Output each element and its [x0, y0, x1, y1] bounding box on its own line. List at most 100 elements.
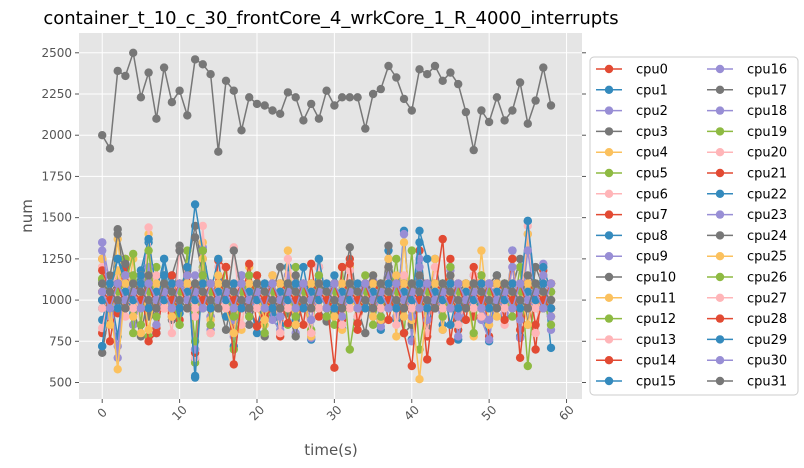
legend-label: cpu31 — [747, 375, 787, 390]
data-point — [136, 328, 146, 338]
data-point — [546, 312, 556, 321]
data-point — [175, 304, 184, 313]
x-tick-label: 20 — [247, 403, 268, 424]
data-point — [322, 279, 331, 288]
data-point — [423, 355, 432, 364]
data-point — [546, 295, 556, 305]
data-point — [198, 287, 207, 296]
data-point — [245, 304, 254, 313]
legend-marker — [715, 335, 725, 344]
data-point — [361, 279, 370, 288]
data-point — [454, 320, 463, 329]
x-tick-label: 40 — [401, 403, 422, 424]
data-point — [237, 295, 246, 305]
data-point — [515, 353, 525, 362]
data-point — [221, 295, 231, 305]
data-point — [415, 279, 424, 288]
data-point — [129, 271, 138, 280]
data-point — [307, 328, 316, 338]
legend-marker — [715, 106, 725, 115]
data-point — [368, 271, 378, 280]
x-tick-label: 30 — [324, 403, 345, 424]
data-point — [523, 246, 532, 255]
data-point — [152, 328, 161, 338]
data-point — [190, 271, 200, 280]
x-tick-label: 0 — [95, 405, 110, 420]
data-point — [98, 295, 107, 305]
data-point — [113, 66, 122, 76]
data-point — [136, 93, 146, 102]
data-point — [392, 271, 401, 280]
data-point — [245, 93, 254, 102]
data-point — [531, 304, 540, 313]
legend-marker — [604, 64, 614, 74]
legend-marker — [715, 376, 725, 386]
data-point — [276, 328, 285, 338]
data-point — [531, 328, 540, 338]
data-point — [314, 262, 324, 272]
data-point — [252, 328, 262, 338]
legend-label: cpu21 — [747, 167, 787, 182]
data-point — [98, 238, 107, 247]
data-point — [454, 312, 463, 321]
data-point — [136, 320, 146, 329]
data-point — [546, 101, 556, 110]
data-point — [245, 259, 254, 268]
data-point — [105, 287, 115, 296]
data-point — [283, 279, 293, 288]
data-point — [345, 266, 354, 275]
data-point — [152, 279, 161, 288]
data-point — [314, 254, 324, 264]
legend-item: cpu9 — [596, 250, 668, 265]
data-point — [276, 262, 285, 272]
data-point — [361, 304, 370, 313]
legend-label: cpu6 — [636, 187, 668, 202]
data-point — [415, 262, 424, 272]
legend-marker — [715, 168, 725, 178]
data-point — [384, 279, 393, 288]
data-point — [492, 304, 502, 313]
data-point — [539, 262, 548, 272]
data-point — [508, 312, 517, 321]
data-point — [167, 304, 177, 313]
data-point — [415, 287, 424, 296]
legend-marker — [715, 210, 725, 219]
legend-marker — [604, 356, 614, 365]
legend-item: cpu23 — [707, 208, 787, 223]
x-axis-label: time(s) — [304, 441, 357, 459]
legend-item: cpu30 — [707, 354, 787, 369]
data-point — [245, 271, 254, 280]
data-point — [376, 279, 385, 288]
legend-marker — [604, 106, 614, 115]
data-point — [446, 68, 455, 77]
legend-marker — [604, 231, 614, 240]
data-point — [159, 63, 169, 72]
legend-label: cpu4 — [636, 146, 668, 161]
data-point — [183, 262, 192, 272]
data-point — [384, 304, 393, 313]
data-point — [98, 279, 107, 288]
series-cpu31 — [98, 279, 556, 313]
data-point — [129, 312, 138, 321]
data-point — [167, 312, 177, 321]
data-point — [392, 254, 401, 264]
legend-marker — [604, 168, 614, 178]
legend-label: cpu8 — [636, 229, 668, 244]
data-point — [299, 320, 308, 329]
legend-label: cpu17 — [747, 83, 787, 98]
legend-label: cpu27 — [747, 291, 787, 306]
data-point — [500, 116, 509, 125]
data-point — [423, 254, 432, 264]
legend-marker — [715, 127, 725, 136]
legend-label: cpu25 — [747, 250, 787, 265]
data-point — [113, 254, 122, 264]
data-point — [260, 101, 269, 110]
series-cpu29 — [98, 279, 556, 313]
legend-marker — [715, 85, 725, 95]
legend-marker — [715, 252, 725, 261]
data-point — [399, 312, 409, 321]
data-point — [438, 279, 447, 288]
data-point — [260, 279, 269, 288]
data-point — [307, 287, 316, 296]
